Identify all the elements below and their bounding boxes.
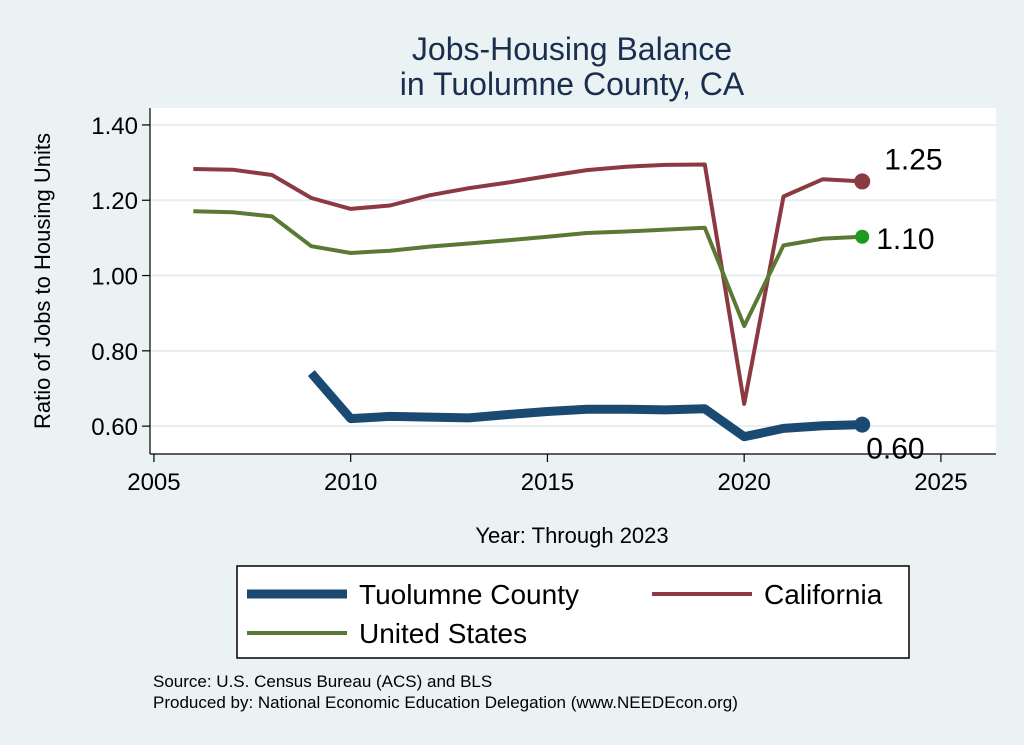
x-tick-label-0: 2005 xyxy=(127,469,180,496)
end-label-tuolumne-county: 0.60 xyxy=(866,433,924,466)
legend: Tuolumne County California United States xyxy=(236,565,910,659)
x-tick-label-4: 2025 xyxy=(914,469,967,496)
end-marker-tuolumne-county xyxy=(854,416,871,433)
legend-label-tuolumne-county: Tuolumne County xyxy=(359,579,579,610)
y-axis-label: Ratio of Jobs to Housing Units xyxy=(30,133,55,429)
source-line-1: Source: U.S. Census Bureau (ACS) and BLS xyxy=(153,672,492,691)
series-line-california xyxy=(193,162,863,406)
chart-title-line-2: in Tuolumne County, CA xyxy=(400,66,745,102)
y-tick-label-1: 0.80 xyxy=(91,339,138,366)
series-line-tuolumne-county xyxy=(307,370,863,442)
y-tick-label-4: 1.40 xyxy=(91,113,138,140)
y-tick-label-0: 0.60 xyxy=(91,414,138,441)
source-line-2: Produced by: National Economic Education… xyxy=(153,693,738,712)
end-labels: 1.25 1.10 0.60 xyxy=(866,143,942,465)
legend-label-california: California xyxy=(764,579,883,610)
x-tick-label-2: 2015 xyxy=(521,469,574,496)
x-tick-label-3: 2020 xyxy=(717,469,770,496)
series-lines xyxy=(193,162,871,442)
x-axis-label: Year: Through 2023 xyxy=(475,523,668,548)
axes: 0.60 0.80 1.00 1.20 1.40 2005 2010 2015 2020 2025 xyxy=(91,108,996,496)
end-marker-california xyxy=(854,173,871,190)
x-tick-label-1: 2010 xyxy=(324,469,377,496)
y-tick-label-2: 1.00 xyxy=(91,264,138,291)
end-label-california: 1.25 xyxy=(884,143,942,176)
end-marker-united-states xyxy=(855,229,870,244)
series-line-united-states xyxy=(193,209,863,328)
end-label-united-states: 1.10 xyxy=(876,223,934,256)
legend-label-united-states: United States xyxy=(359,618,527,649)
plot-area xyxy=(150,108,996,454)
legend-box xyxy=(236,565,910,659)
chart-title-line-1: Jobs-Housing Balance xyxy=(412,31,732,67)
y-tick-label-3: 1.20 xyxy=(91,188,138,215)
